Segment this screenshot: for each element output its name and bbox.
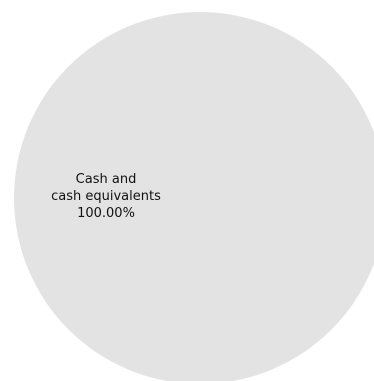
slice-label: Cash and cash equivalents 100.00% [51, 172, 161, 221]
slice-label-line: cash equivalents [51, 189, 161, 204]
pie-labels: Cash and cash equivalents 100.00% [51, 172, 161, 221]
pie-slice [14, 12, 374, 381]
pie-slices [14, 12, 374, 381]
slice-label-line: Cash and [76, 172, 137, 187]
slice-value-label: 100.00% [77, 206, 135, 221]
